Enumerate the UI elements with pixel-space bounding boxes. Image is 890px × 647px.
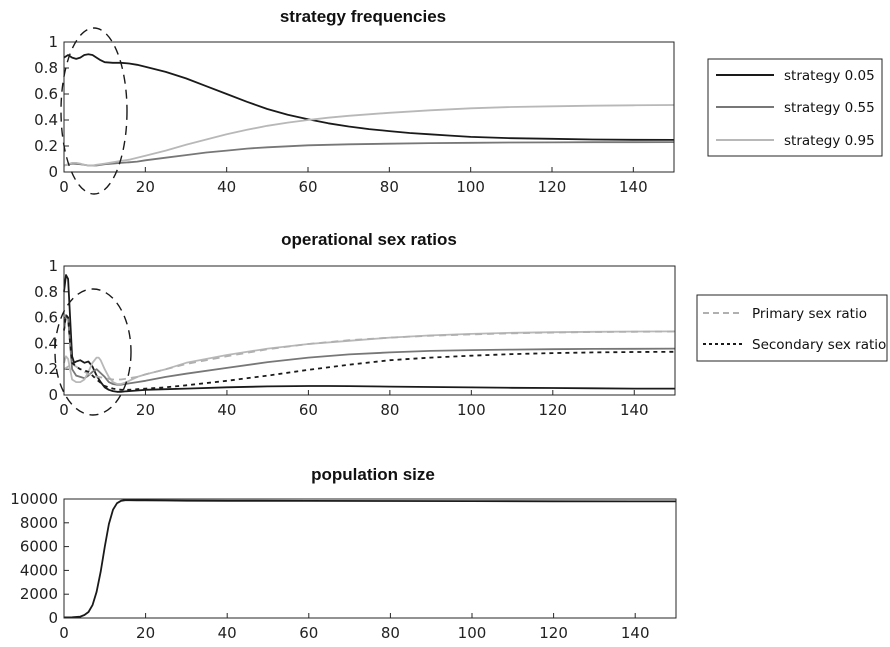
- x-tick-label: 40: [217, 178, 236, 196]
- y-tick-label: 0.4: [34, 111, 58, 129]
- x-tick-label: 20: [136, 178, 155, 196]
- y-tick-label: 0: [48, 386, 58, 404]
- x-tick-label: 0: [59, 178, 69, 196]
- x-tick-label: 80: [381, 624, 400, 642]
- highlight-ellipse: [54, 288, 132, 416]
- chart-title: strategy frequencies: [280, 7, 446, 26]
- chart-title: population size: [311, 465, 435, 484]
- x-tick-label: 140: [621, 624, 650, 642]
- x-tick-label: 100: [457, 401, 486, 419]
- legend-label: strategy 0.55: [784, 100, 875, 116]
- panel-operational-sex-ratios: operational sex ratios 0 20 40 60 80 100 120 14…: [34, 230, 888, 419]
- x-tick-label: 0: [59, 624, 69, 642]
- x-tick-label: 140: [619, 178, 648, 196]
- series-line-0: [63, 274, 675, 393]
- y-tick-label: 0.8: [34, 283, 58, 301]
- y-tick-label: 4000: [20, 561, 58, 579]
- x-tick-label: 0: [59, 401, 69, 419]
- axis-ticks: 0 20 40 60 80 100 120 140 0 2000 4000 6000 8000 10000: [10, 490, 649, 642]
- y-tick-label: 0.6: [34, 85, 58, 103]
- series-line-1: [63, 314, 676, 386]
- y-tick-label: 0: [48, 163, 58, 181]
- legend-box: [696, 294, 888, 362]
- y-tick-label: 0.8: [34, 59, 58, 77]
- axis-ticks: 0 20 40 60 80 100 120 140 0 0.2 0.4 0.6 0.8 1: [34, 33, 648, 196]
- y-tick-label: 2000: [20, 585, 58, 603]
- y-tick-label: 10000: [10, 490, 58, 508]
- x-tick-label: 100: [458, 624, 487, 642]
- legend: Primary sex ratio Secondary sex ratio: [696, 294, 888, 362]
- y-tick-label: 0.2: [34, 360, 58, 378]
- series-line-2: [63, 330, 676, 385]
- series-line-0: [63, 53, 675, 141]
- series-line-0: [63, 499, 676, 619]
- x-tick-label: 60: [298, 178, 317, 196]
- plot-lines: [63, 53, 675, 167]
- x-tick-label: 120: [538, 178, 567, 196]
- plot-lines: [63, 274, 676, 393]
- x-tick-label: 20: [136, 624, 155, 642]
- x-tick-label: 120: [538, 401, 567, 419]
- y-tick-label: 6000: [20, 538, 58, 556]
- y-tick-label: 8000: [20, 514, 58, 532]
- x-tick-label: 20: [136, 401, 155, 419]
- chart-title: operational sex ratios: [281, 230, 457, 249]
- legend-label: strategy 0.05: [784, 68, 875, 84]
- axes-frame: [63, 265, 676, 396]
- legend: strategy 0.05 strategy 0.55 strategy 0.9…: [707, 58, 883, 157]
- axes-frame: [63, 498, 677, 619]
- x-tick-label: 100: [456, 178, 485, 196]
- x-tick-label: 40: [218, 624, 237, 642]
- highlight-ellipse: [60, 27, 128, 195]
- y-tick-label: 0.6: [34, 309, 58, 327]
- x-tick-label: 60: [299, 401, 318, 419]
- legend-label: Primary sex ratio: [752, 306, 867, 322]
- x-tick-label: 80: [380, 401, 399, 419]
- x-tick-label: 40: [217, 401, 236, 419]
- legend-label: strategy 0.95: [784, 133, 875, 149]
- panel-strategy-frequencies: strategy frequencies 0 20 40 60 80 100 120 1400…: [34, 7, 883, 196]
- panel-population-size: population size 0 20 40 60 80 100 120 140 0 2000 4…: [10, 465, 677, 642]
- y-tick-label: 0.4: [34, 334, 58, 352]
- y-tick-label: 0.2: [34, 137, 58, 155]
- y-tick-label: 1: [48, 257, 58, 275]
- x-tick-label: 60: [299, 624, 318, 642]
- series-line-2: [63, 104, 675, 167]
- series-line-4: [63, 314, 676, 391]
- y-tick-label: 0: [48, 609, 58, 627]
- axes-frame: [63, 41, 675, 173]
- axis-ticks: 0 20 40 60 80 100 120 140 0 0.2 0.4 0.6 0.8 1: [34, 257, 648, 419]
- series-line-3: [63, 330, 676, 381]
- x-tick-label: 120: [539, 624, 568, 642]
- legend-label: Secondary sex ratio: [752, 337, 886, 353]
- plot-lines: [63, 499, 676, 619]
- x-tick-label: 140: [620, 401, 649, 419]
- y-tick-label: 1: [48, 33, 58, 51]
- x-tick-label: 80: [380, 178, 399, 196]
